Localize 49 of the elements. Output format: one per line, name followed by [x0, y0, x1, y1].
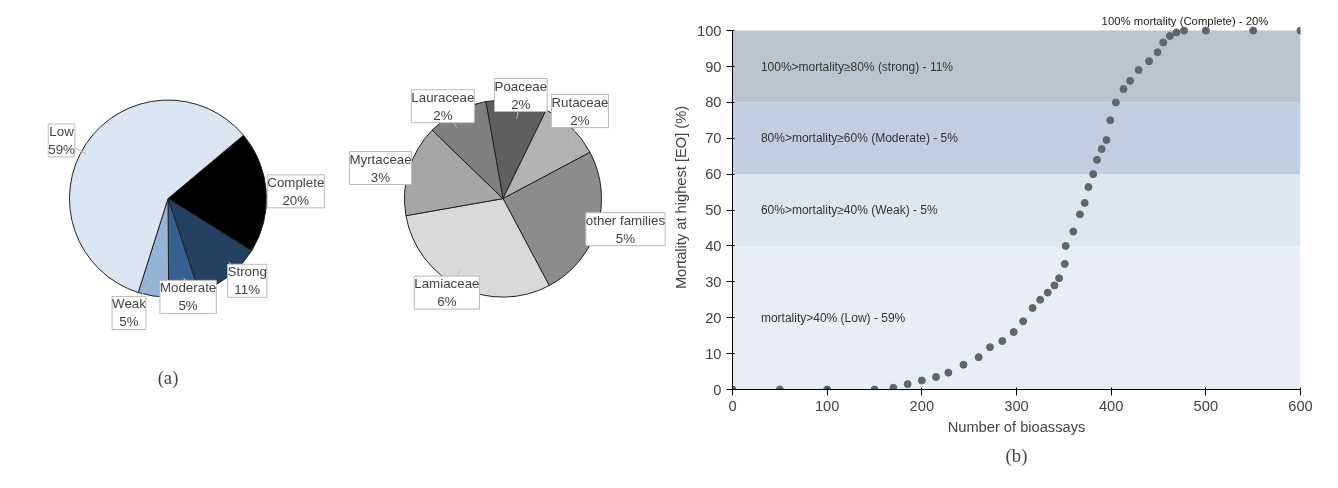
data-label: 2% [433, 107, 453, 123]
data-label: 20% [282, 192, 310, 208]
data-label: 3% [370, 169, 391, 185]
slice-label: Lamiaceae [414, 276, 480, 292]
y-axis-title: Mortality at highest [EO] (%) [673, 105, 690, 290]
slice-label: Strong [227, 264, 267, 280]
y-tick-label: 30 [705, 273, 722, 290]
x-tick-label: 100 [814, 397, 840, 414]
x-tick-label: 300 [1004, 397, 1029, 414]
y-tick-label: 80 [705, 94, 722, 111]
slice-label: Weak [112, 296, 147, 312]
data-label: 6% [437, 294, 457, 310]
data-label: 2% [570, 112, 590, 128]
band-label: 100%>mortality≥80% (strong) - 11% [760, 59, 954, 74]
slice-label: Rutaceae [551, 94, 609, 110]
y-tick-label: 20 [705, 309, 722, 326]
slice-label: Low [49, 123, 75, 139]
x-tick-label: 200 [909, 397, 935, 414]
x-tick-label: 500 [1193, 397, 1219, 414]
y-tick-label: 90 [705, 58, 722, 75]
annotation: 100% mortality (Complete) - 20% [1101, 14, 1269, 27]
band-label: 80%>mortality≥60% (Moderate) - 5% [760, 131, 959, 146]
y-tick-label: 10 [705, 345, 722, 362]
x-tick-label: 400 [1098, 397, 1124, 414]
y-tick-label: 40 [705, 237, 722, 254]
y-tick-label: 50 [705, 202, 722, 219]
band-label: mortality>40% (Low) - 59% [760, 310, 906, 325]
x-tick-label: 0 [728, 397, 737, 414]
y-tick-label: 70 [705, 130, 722, 147]
y-tick-label: 100 [697, 22, 722, 39]
x-axis-title: Number of bioassays [947, 418, 1086, 435]
slice-label: Moderate [159, 280, 217, 296]
data-label: 2% [511, 96, 531, 112]
slice-label: Myrtaceae [349, 151, 412, 167]
slice-label: other families [585, 212, 666, 228]
data-label: 11% [234, 282, 261, 298]
data-label: 5% [119, 314, 139, 330]
y-tick-label: 0 [713, 381, 722, 398]
slice-label: Complete [267, 174, 325, 190]
y-tick-label: 60 [705, 166, 722, 183]
slice-label: Poaceae [494, 78, 548, 94]
slice-label: Lauraceae [411, 89, 475, 105]
x-tick-label: 600 [1288, 397, 1313, 414]
data-label: 5% [615, 230, 636, 246]
text: (a) [157, 366, 179, 389]
data-label: 5% [178, 298, 198, 314]
band-label: 60%>mortality≥40% (Weak) - 5% [760, 203, 938, 218]
data-label: 59% [48, 141, 76, 157]
text: (b) [1005, 444, 1028, 467]
